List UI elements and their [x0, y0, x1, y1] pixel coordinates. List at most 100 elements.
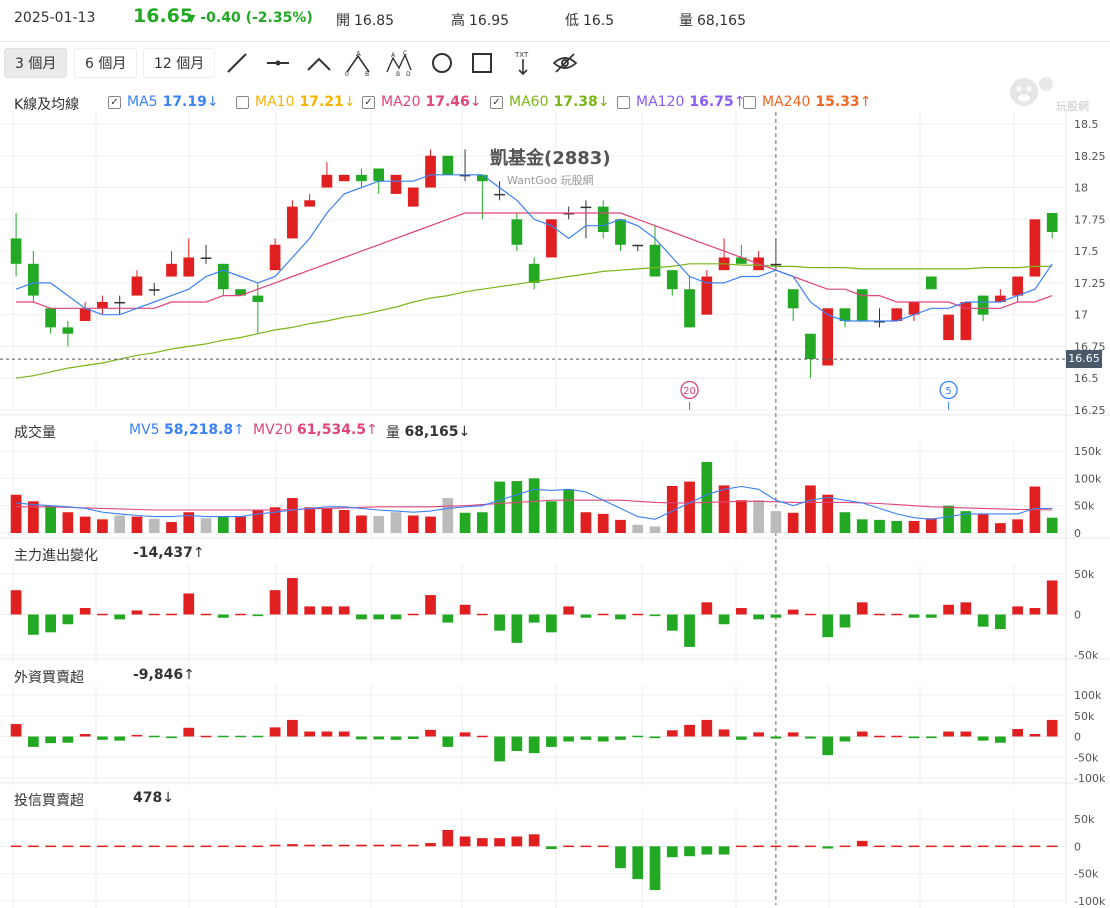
- main-force-bar: [546, 614, 557, 633]
- checkbox-checked-icon[interactable]: ✓: [490, 95, 503, 109]
- mv20-value: 61,534.5: [296, 422, 367, 438]
- ma-value: 17.19: [162, 94, 207, 110]
- volume-bar: [546, 501, 557, 533]
- volume-bar: [338, 510, 350, 533]
- mv20-legend: MV20 61,534.5 ↑: [253, 422, 378, 438]
- checkbox-icon[interactable]: [236, 95, 249, 109]
- candle-body: [321, 174, 333, 188]
- candle-body: [977, 295, 989, 315]
- main-force-bar: [425, 595, 436, 615]
- volume-bar: [1046, 517, 1058, 533]
- main-force-value: -14,437: [133, 545, 193, 561]
- ma-label: MA10: [255, 94, 295, 110]
- volume-bar: [563, 489, 575, 533]
- trust-bar: [321, 844, 333, 847]
- text-tool-icon[interactable]: TXT: [510, 50, 536, 76]
- ma5-line: [15, 174, 1053, 322]
- vol-value: 68,165: [404, 424, 459, 440]
- trust-bar: [252, 845, 264, 848]
- volume-bar: [839, 512, 851, 533]
- hide-eye-icon[interactable]: [552, 50, 578, 76]
- ma-toggle-ma60[interactable]: ✓ MA60 17.38 ↓: [490, 94, 610, 110]
- ma-value: 15.33: [815, 94, 860, 110]
- trust-bar: [1046, 845, 1058, 848]
- day-marker-icon: [680, 380, 699, 400]
- trust-bar: [977, 845, 989, 848]
- volume-bar: [632, 524, 644, 533]
- horizontal-line-icon[interactable]: [265, 50, 291, 76]
- ma-toggle-ma5[interactable]: ✓ MA5 17.19 ↓: [108, 94, 219, 110]
- open-stat: 開 16.85: [336, 10, 394, 30]
- period-3m-button[interactable]: 3 個月: [4, 48, 68, 78]
- rectangle-tool-icon[interactable]: [469, 50, 495, 76]
- main-force-bar: [373, 614, 385, 620]
- abc-pattern-icon[interactable]: A 0 B: [345, 50, 371, 76]
- down-arrow-icon: ↓: [343, 94, 356, 110]
- wantgoo-logo-icon: 玩股網: [1010, 77, 1089, 113]
- volume-bar: [494, 481, 505, 533]
- angle-icon[interactable]: [306, 50, 332, 76]
- candle-body: [200, 257, 212, 259]
- candle-body: [615, 219, 626, 245]
- candle-body: [528, 263, 540, 283]
- volume-bar: [269, 507, 281, 533]
- line-tool-icon[interactable]: [224, 50, 250, 76]
- foreign-bar: [425, 729, 436, 737]
- trust-bar: [200, 845, 212, 848]
- volume-bar: [304, 507, 316, 533]
- candle-body: [217, 263, 229, 290]
- candle-body: [546, 219, 557, 258]
- foreign-bar: [666, 730, 678, 737]
- trust-bar: [235, 845, 246, 848]
- checkbox-checked-icon[interactable]: ✓: [108, 95, 121, 109]
- candle-body: [597, 206, 609, 233]
- main-force-bar: [839, 614, 851, 628]
- ma-toggle-ma240[interactable]: MA240 15.33 ↑: [743, 94, 871, 110]
- volume-bar: [1012, 519, 1024, 533]
- trust-bar: [28, 845, 39, 848]
- mv20-label: MV20: [253, 422, 293, 438]
- axis-tick-label: -50k: [1074, 649, 1099, 662]
- foreign-bar: [995, 736, 1006, 743]
- axis-tick-label: 0: [1074, 731, 1081, 744]
- quote-date: 2025-01-13: [14, 10, 96, 26]
- foreign-bar: [1012, 729, 1024, 737]
- low-value: 16.5: [583, 13, 615, 29]
- candle-body: [148, 289, 160, 291]
- ma-toggle-ma20[interactable]: ✓ MA20 17.46 ↓: [362, 94, 482, 110]
- main-force-bar: [684, 614, 695, 647]
- up-arrow-icon: ↑: [233, 422, 245, 438]
- checkbox-checked-icon[interactable]: ✓: [362, 95, 375, 109]
- ma60-line: [16, 263, 1053, 379]
- circle-tool-icon[interactable]: [429, 50, 455, 76]
- main-force-bar: [356, 614, 367, 620]
- down-arrow-icon: ↓: [458, 424, 471, 440]
- candle-body: [442, 155, 454, 175]
- checkbox-icon[interactable]: [743, 95, 756, 109]
- candle-body: [390, 174, 402, 194]
- main-force-legend: -14,437 ↑: [133, 545, 205, 561]
- candle-body: [304, 200, 316, 207]
- trust-bar: [79, 845, 91, 848]
- period-12m-button[interactable]: 12 個月: [143, 48, 216, 78]
- trust-bar: [407, 844, 419, 847]
- checkbox-icon[interactable]: [617, 95, 630, 109]
- open-value: 16.85: [354, 13, 395, 29]
- trust-bar: [476, 838, 488, 847]
- candle-body: [874, 321, 885, 323]
- up-arrow-icon: ↑: [183, 667, 195, 683]
- period-6m-button[interactable]: 6 個月: [74, 48, 138, 78]
- volume-bar: [356, 515, 367, 533]
- change-value: -0.40 (-2.35%): [200, 10, 313, 26]
- abcd-pattern-icon[interactable]: A C B D: [386, 50, 412, 76]
- ma-toggle-ma10[interactable]: MA10 17.21 ↓: [236, 94, 356, 110]
- main-force-bar: [79, 608, 91, 615]
- trust-bar: [736, 845, 747, 848]
- volume-bar: [425, 516, 436, 533]
- volume-bar: [114, 515, 126, 533]
- main-force-bar: [1046, 580, 1058, 615]
- svg-text:A: A: [391, 52, 396, 59]
- candle-body: [908, 301, 920, 315]
- ma-toggle-ma120[interactable]: MA120 16.75 ↑: [617, 94, 745, 110]
